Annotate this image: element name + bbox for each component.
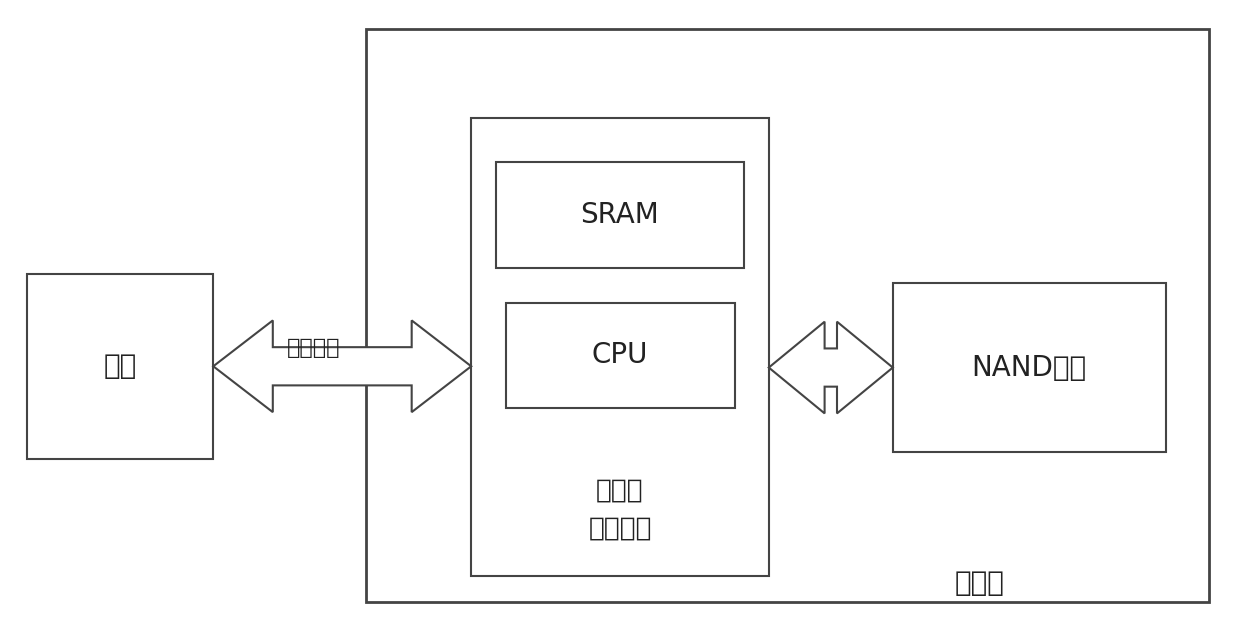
Text: SRAM: SRAM [580,201,660,229]
Bar [366,29,1209,602]
Bar [496,162,744,268]
Polygon shape [769,322,893,413]
Text: 主机接口: 主机接口 [286,338,341,359]
Text: 存储卡
控制芯片: 存储卡 控制芯片 [588,478,652,541]
Text: NAND芯片: NAND芯片 [972,354,1086,382]
Bar [27,274,213,459]
Bar [506,303,735,408]
Polygon shape [213,320,471,412]
Text: 主机: 主机 [104,352,136,380]
Text: 存储卡: 存储卡 [955,569,1004,597]
Text: CPU: CPU [591,341,649,369]
Bar [471,118,769,576]
Bar [893,283,1166,452]
